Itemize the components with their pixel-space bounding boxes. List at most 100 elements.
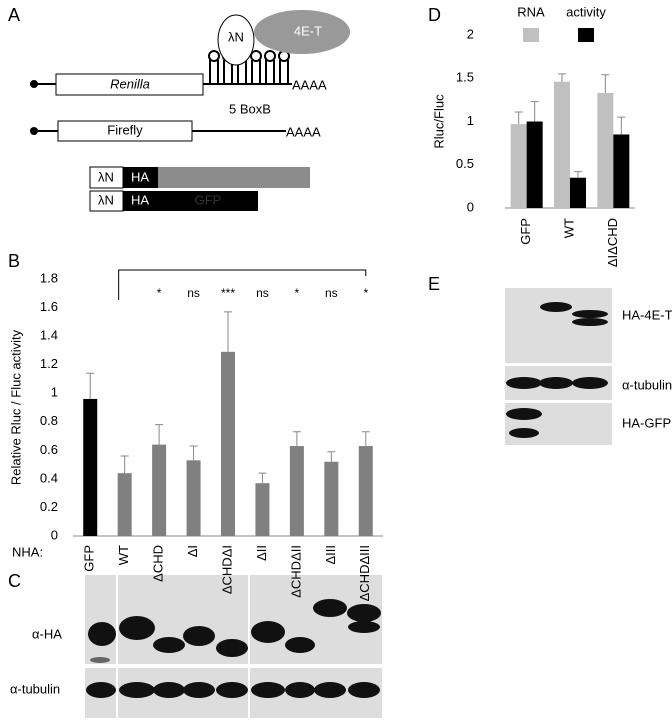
tag-box — [123, 167, 158, 188]
tag-label: λN — [98, 192, 114, 207]
y-tick-label: 1.5 — [456, 70, 474, 85]
orf-box — [55, 73, 204, 96]
bar — [358, 446, 373, 536]
lambda-shape — [217, 14, 255, 66]
x-tick-label: GFP — [82, 545, 97, 572]
error-bar — [86, 372, 95, 399]
error-bar — [327, 451, 336, 462]
polya: AAAA — [286, 124, 321, 139]
bar — [510, 124, 527, 208]
x-tick-label: ΔCHDΔIII — [357, 545, 372, 601]
y-tick-label: 0.6 — [40, 442, 58, 457]
legend-swatch — [523, 28, 539, 42]
x-tick-label: ΔCHD — [151, 545, 166, 582]
orf-label: Firefly — [107, 122, 143, 137]
boxb-label: 5 BoxB — [229, 101, 271, 116]
x-tick-label: WT — [116, 545, 131, 565]
y-tick-label: 1.2 — [40, 356, 58, 371]
y-tick-label: 0.4 — [40, 470, 58, 485]
y-axis-label: Relative Rluc / Fluc activity — [8, 329, 23, 485]
error-bar — [514, 111, 523, 125]
error-bar — [292, 431, 301, 447]
blot-divider — [85, 664, 382, 668]
bar — [324, 461, 339, 536]
bar — [526, 121, 543, 208]
blot-row-label: HA-4E-T — [622, 307, 672, 322]
panel-label: B — [8, 251, 20, 271]
significance-bracket — [118, 269, 367, 300]
significance: ns — [187, 286, 200, 300]
panel-label: E — [428, 274, 440, 294]
significance: * — [157, 286, 162, 300]
tag-label: HA — [131, 192, 149, 207]
y-tick-label: 1.4 — [40, 328, 58, 343]
x-tick-label: ΔIII — [323, 545, 338, 565]
blot-divider — [505, 363, 612, 366]
protein-label: 4E-T — [294, 23, 322, 38]
x-tick-label: GFP — [518, 218, 533, 245]
legend-label: RNA — [517, 4, 545, 19]
error-bar — [361, 431, 370, 447]
y-tick-label: 0.8 — [40, 413, 58, 428]
bar — [289, 446, 304, 536]
legend-swatch — [578, 28, 594, 42]
y-axis-label: Rluc/Fluc — [431, 94, 446, 149]
significance: *** — [221, 286, 235, 300]
error-bar — [558, 73, 566, 82]
bar — [83, 398, 98, 536]
protein-bar — [158, 167, 310, 188]
significance: * — [295, 286, 300, 300]
y-tick-label: 1 — [51, 385, 58, 400]
error-bar — [601, 74, 610, 93]
y-tick-label: 1.6 — [40, 299, 58, 314]
error-bar — [155, 424, 164, 445]
y-tick-label: 0.5 — [456, 156, 474, 171]
cap — [30, 80, 38, 88]
bar — [117, 473, 132, 536]
panel-label: D — [428, 5, 441, 25]
bar — [554, 81, 570, 208]
bar — [221, 351, 235, 536]
y-tick-label: 2 — [467, 26, 474, 41]
significance: ns — [325, 286, 338, 300]
tag-label: λN — [98, 169, 114, 184]
y-tick-label: 0.2 — [40, 499, 58, 514]
error-bar — [258, 472, 267, 484]
significance: * — [363, 286, 368, 300]
blot-divider — [248, 575, 250, 718]
blot-row-label: α-HA — [32, 626, 62, 641]
error-bar — [224, 311, 232, 352]
y-tick-label: 0 — [467, 199, 474, 214]
orf-box — [57, 120, 193, 142]
bar — [152, 444, 167, 536]
error-bar — [120, 455, 129, 474]
x-tick-label: ΔIΔCHD — [605, 218, 620, 267]
x-tick-label: ΔCHDΔII — [288, 545, 303, 598]
protein-shape — [254, 10, 350, 54]
polya: AAAA — [292, 77, 327, 92]
blot-e: HA-4E-T α-tubulin HA-GFP — [505, 288, 672, 445]
blot-row-label: α-tubulin — [622, 377, 672, 392]
y-tick-label: 1.8 — [40, 270, 58, 285]
error-bar — [189, 445, 198, 461]
bands — [506, 302, 608, 438]
significance: ns — [256, 286, 269, 300]
blot-divider — [505, 400, 612, 403]
error-bar — [574, 171, 582, 178]
y-tick-label: 1 — [467, 113, 474, 128]
tag-box — [123, 191, 158, 211]
x-tick-label: ΔII — [254, 545, 269, 561]
blot-row-label: HA-GFP — [622, 415, 671, 430]
panel-label: C — [8, 571, 21, 591]
bar — [255, 483, 270, 536]
cap — [30, 127, 38, 135]
panel-label: A — [8, 5, 20, 25]
x-tick-label: ΔI — [185, 545, 200, 557]
bar — [186, 460, 201, 536]
orf-label: Renilla — [110, 76, 150, 91]
x-label: NHA: — [12, 544, 43, 559]
error-bar — [617, 116, 626, 135]
bands — [86, 599, 381, 698]
blot-divider — [116, 575, 118, 718]
bar — [570, 177, 586, 208]
